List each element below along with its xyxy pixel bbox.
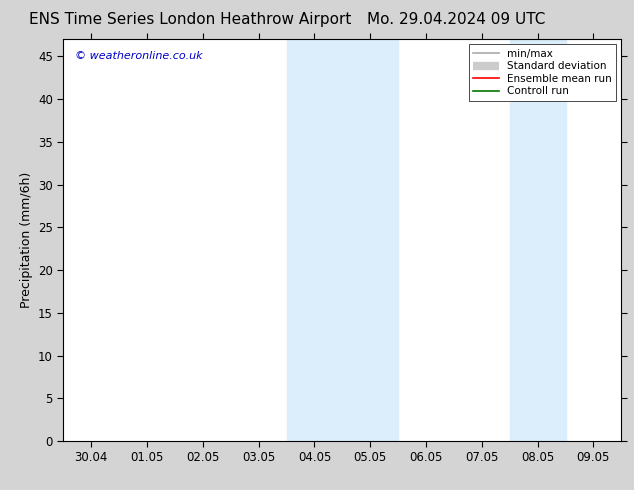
Bar bbox=[342, 39, 398, 441]
Text: © weatheronline.co.uk: © weatheronline.co.uk bbox=[75, 51, 202, 61]
Legend: min/max, Standard deviation, Ensemble mean run, Controll run: min/max, Standard deviation, Ensemble me… bbox=[469, 45, 616, 100]
Bar bbox=[510, 39, 566, 441]
Text: Mo. 29.04.2024 09 UTC: Mo. 29.04.2024 09 UTC bbox=[367, 12, 546, 27]
Bar bbox=[287, 39, 342, 441]
Y-axis label: Precipitation (mm/6h): Precipitation (mm/6h) bbox=[20, 172, 32, 308]
Text: ENS Time Series London Heathrow Airport: ENS Time Series London Heathrow Airport bbox=[29, 12, 351, 27]
